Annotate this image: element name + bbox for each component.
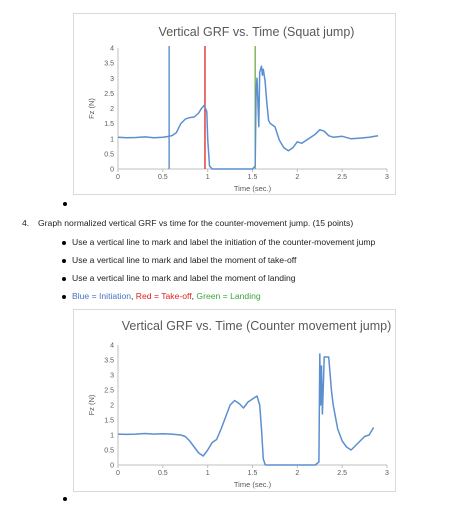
x-tick-label: 3 bbox=[385, 174, 389, 181]
y-tick-label: 0 bbox=[110, 167, 114, 174]
y-tick-label: 3 bbox=[110, 373, 114, 380]
color-legend: Blue = Initiation, Red = Take-off, Green… bbox=[72, 291, 261, 301]
legend-blue: Blue = Initiation bbox=[72, 291, 132, 301]
y-tick-label: 3.5 bbox=[104, 61, 114, 68]
y-tick-label: 4 bbox=[110, 46, 114, 53]
y-axis-label: Fz (N) bbox=[87, 98, 96, 119]
x-tick-label: 0.5 bbox=[158, 174, 168, 181]
x-axis-label: Time (sec.) bbox=[234, 480, 272, 489]
list-item-text: Use a vertical line to mark and label th… bbox=[72, 273, 296, 283]
question-4: 4. Graph normalized vertical GRF vs time … bbox=[22, 218, 353, 228]
empty-bullet-2 bbox=[63, 497, 67, 501]
empty-bullet-1 bbox=[63, 202, 67, 206]
y-tick-label: 1.5 bbox=[104, 121, 114, 128]
y-tick-label: 1 bbox=[110, 136, 114, 143]
cmj-chart: Vertical GRF vs. Time (Counter movement … bbox=[73, 309, 396, 492]
y-tick-label: 2 bbox=[110, 106, 114, 113]
y-tick-label: 0.5 bbox=[104, 448, 114, 455]
y-tick-label: 4 bbox=[110, 343, 114, 350]
question-number: 4. bbox=[22, 218, 30, 228]
question-text: Graph normalized vertical GRF vs time fo… bbox=[38, 218, 354, 228]
legend-sep: , bbox=[191, 291, 197, 301]
bullet-icon bbox=[62, 295, 66, 299]
x-tick-label: 2 bbox=[295, 470, 299, 477]
y-tick-label: 1 bbox=[110, 433, 114, 440]
grf-series-line bbox=[117, 65, 379, 170]
x-tick-label: 1.5 bbox=[248, 174, 258, 181]
grf-series-line bbox=[117, 353, 375, 466]
y-tick-label: 0 bbox=[110, 463, 114, 470]
y-tick-label: 2 bbox=[110, 403, 114, 410]
x-tick-label: 1 bbox=[206, 470, 210, 477]
x-tick-label: 2 bbox=[295, 174, 299, 181]
y-tick-label: 0.5 bbox=[104, 151, 114, 158]
y-tick-label: 3 bbox=[110, 76, 114, 83]
list-item-text: Use a vertical line to mark and label th… bbox=[72, 255, 297, 265]
legend-sep: , bbox=[131, 291, 136, 301]
x-tick-label: 0 bbox=[116, 174, 120, 181]
bullet-icon bbox=[62, 259, 66, 263]
legend-red: Red = Take-off bbox=[135, 291, 192, 301]
cmj-chart-svg: Vertical GRF vs. Time (Counter movement … bbox=[87, 319, 392, 489]
x-tick-label: 3 bbox=[385, 470, 389, 477]
x-tick-label: 0 bbox=[116, 470, 120, 477]
x-tick-label: 1.5 bbox=[248, 470, 258, 477]
legend-green: Green = Landing bbox=[196, 291, 261, 301]
y-tick-label: 3.5 bbox=[104, 358, 114, 365]
y-tick-label: 2.5 bbox=[104, 91, 114, 98]
x-tick-label: 2.5 bbox=[337, 470, 347, 477]
squat-jump-chart-svg: Vertical GRF vs. Time (Squat jump) 0 0.5 1 1… bbox=[87, 25, 389, 193]
squat-jump-chart: Vertical GRF vs. Time (Squat jump) 0 0.5 1 1… bbox=[73, 13, 396, 195]
x-tick-label: 0.5 bbox=[158, 470, 168, 477]
x-axis-label: Time (sec.) bbox=[234, 184, 272, 193]
chart-title: Vertical GRF vs. Time (Squat jump) bbox=[159, 25, 355, 39]
y-axis-label: Fz (N) bbox=[87, 394, 96, 415]
bullet-icon bbox=[62, 277, 66, 281]
y-tick-label: 1.5 bbox=[104, 418, 114, 425]
bullet-icon bbox=[62, 241, 66, 245]
x-tick-label: 1 bbox=[206, 174, 210, 181]
x-tick-label: 2.5 bbox=[337, 174, 347, 181]
list-item-text: Use a vertical line to mark and label th… bbox=[72, 237, 376, 247]
chart-title: Vertical GRF vs. Time (Counter movement … bbox=[122, 319, 392, 333]
y-tick-label: 2.5 bbox=[104, 388, 114, 395]
